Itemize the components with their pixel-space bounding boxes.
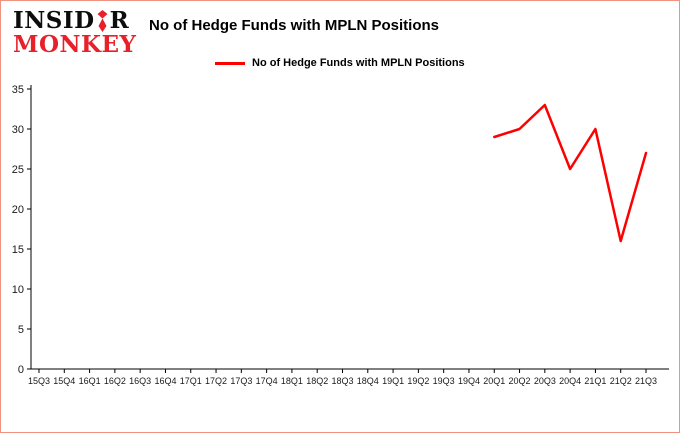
necktie-icon <box>97 10 108 32</box>
x-tick-label: 16Q4 <box>154 376 176 386</box>
x-tick-label: 20Q2 <box>509 376 531 386</box>
x-tick-label: 17Q3 <box>230 376 252 386</box>
x-tick-label: 21Q1 <box>584 376 606 386</box>
x-tick-label: 19Q2 <box>407 376 429 386</box>
x-tick-label: 17Q1 <box>180 376 202 386</box>
x-tick-label: 20Q3 <box>534 376 556 386</box>
series-line <box>493 103 648 243</box>
logo-word-insider: INSID R <box>13 9 136 33</box>
legend-label: No of Hedge Funds with MPLN Positions <box>252 57 465 69</box>
x-tick-label: 18Q2 <box>306 376 328 386</box>
y-tick-label: 10 <box>12 284 24 296</box>
x-tick-label: 19Q4 <box>458 376 480 386</box>
x-tick-label: 21Q2 <box>610 376 632 386</box>
x-tick-label: 17Q4 <box>256 376 278 386</box>
chart-title: No of Hedge Funds with MPLN Positions <box>149 17 439 34</box>
x-tick-label: 15Q4 <box>53 376 75 386</box>
y-tick-label: 35 <box>12 84 24 96</box>
x-tick-label: 16Q3 <box>129 376 151 386</box>
logo-text-pre: INSID <box>13 7 95 34</box>
logo-word-monkey: MONKEY <box>13 31 137 58</box>
y-tick-label: 25 <box>12 164 24 176</box>
x-tick-label: 15Q3 <box>28 376 50 386</box>
x-tick-label: 18Q4 <box>357 376 379 386</box>
x-tick-label: 16Q1 <box>79 376 101 386</box>
x-tick-label: 16Q2 <box>104 376 126 386</box>
legend-line-sample <box>215 61 245 65</box>
x-tick-label: 20Q4 <box>559 376 581 386</box>
x-tick-label: 18Q1 <box>281 376 303 386</box>
x-tick-label: 19Q3 <box>433 376 455 386</box>
y-tick-label: 15 <box>12 244 24 256</box>
x-tick-label: 19Q1 <box>382 376 404 386</box>
x-tick-label: 18Q3 <box>331 376 353 386</box>
logo-text-post: R <box>109 7 130 34</box>
y-tick-label: 20 <box>12 204 24 216</box>
y-tick-label: 0 <box>18 364 24 376</box>
x-tick-label: 21Q3 <box>635 376 657 386</box>
y-tick-label: 30 <box>12 124 24 136</box>
y-tick-label: 5 <box>18 324 24 336</box>
x-tick-label: 20Q1 <box>483 376 505 386</box>
x-tick-label: 17Q2 <box>205 376 227 386</box>
legend: No of Hedge Funds with MPLN Positions <box>215 57 465 69</box>
insider-monkey-logo: INSID R MONKEY <box>13 9 136 57</box>
